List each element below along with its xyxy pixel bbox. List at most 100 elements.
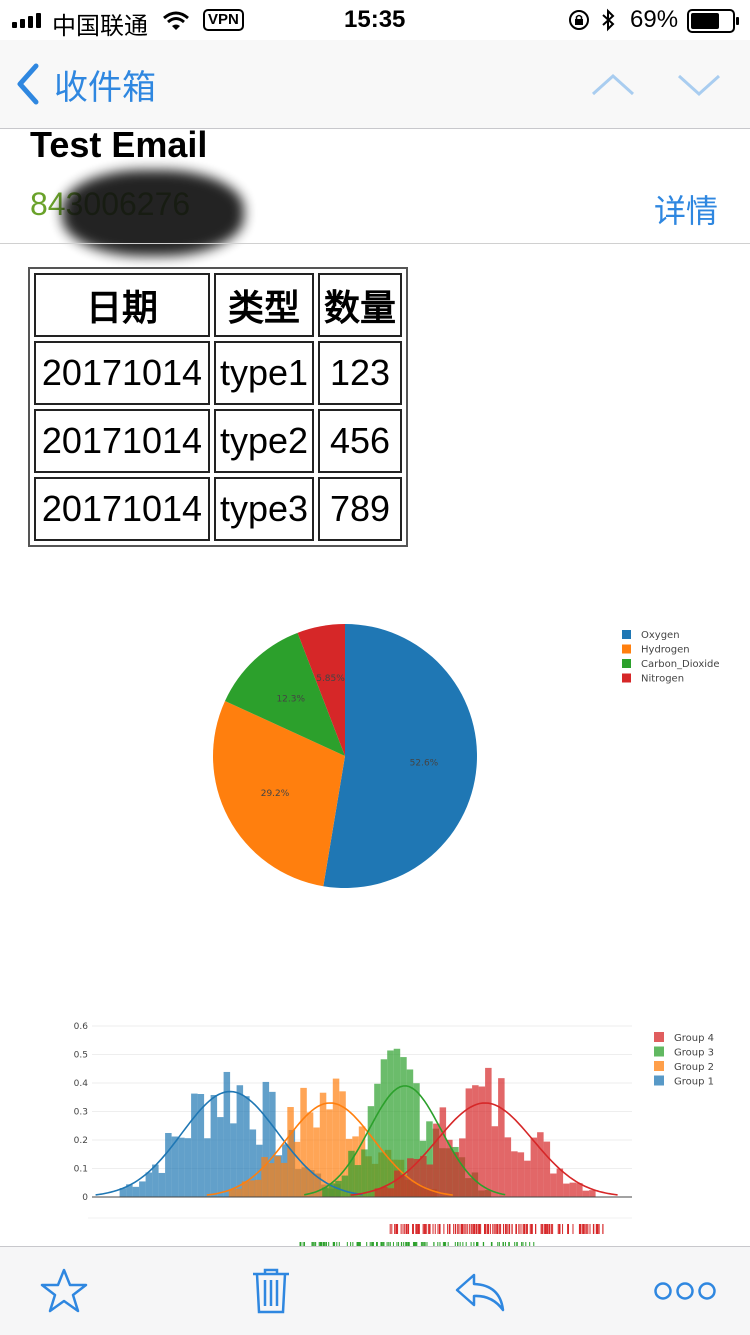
histogram-bar <box>406 1069 414 1197</box>
histogram-bar <box>223 1071 231 1197</box>
battery-percent: 69% <box>630 6 679 33</box>
histogram-bar <box>393 1048 401 1197</box>
table-header-cell: 类型 <box>214 273 314 337</box>
histogram-bar <box>426 1121 433 1197</box>
legend-swatch <box>654 1075 664 1086</box>
status-bar: 中国联通 VPN 15:35 69% <box>0 0 750 40</box>
histogram-bar <box>465 1088 473 1197</box>
legend-label: Group 1 <box>674 1077 714 1088</box>
histogram-bar <box>341 1175 349 1197</box>
histogram-bar <box>300 1087 307 1197</box>
table-cell: 20171014 <box>34 409 210 473</box>
histogram-bar <box>326 1109 333 1197</box>
histogram-bar <box>171 1136 179 1197</box>
histogram-bar <box>550 1173 557 1197</box>
histogram-bar <box>267 1163 275 1197</box>
histogram-bar <box>241 1181 249 1197</box>
histogram-bar <box>420 1155 427 1197</box>
histogram-bar <box>485 1067 492 1197</box>
histogram-bar <box>491 1126 499 1197</box>
histogram-bar <box>332 1078 340 1197</box>
bluetooth-icon <box>602 8 615 32</box>
histogram-bar <box>306 1112 314 1197</box>
trash-icon[interactable] <box>250 1267 292 1315</box>
pie-chart: 52.6% 29.2% 12.3% 5.85% Oxygen Hydrogen Carbo… <box>212 624 720 888</box>
histogram-bar <box>504 1137 512 1197</box>
email-subject: Test Email <box>30 124 208 165</box>
legend-swatch <box>622 659 631 668</box>
histogram-bar <box>374 1083 381 1197</box>
legend-label: Carbon_Dioxide <box>641 659 720 670</box>
table-cell: type1 <box>214 341 314 405</box>
y-tick-label: 0.2 <box>74 1136 88 1146</box>
star-icon[interactable] <box>40 1267 88 1315</box>
next-message-icon[interactable] <box>676 72 722 98</box>
histogram-bar <box>210 1094 218 1197</box>
more-icon[interactable] <box>654 1281 716 1301</box>
histogram-bar <box>249 1129 257 1197</box>
histogram-bar <box>472 1085 479 1197</box>
histogram-bar <box>322 1187 329 1197</box>
legend-label: Group 3 <box>674 1048 714 1059</box>
table-row: 20171014 type1 123 <box>34 341 402 405</box>
chevron-left-icon <box>17 63 39 105</box>
table-cell: 789 <box>318 477 402 541</box>
histogram-bar <box>262 1081 270 1197</box>
histogram-bar <box>254 1179 262 1197</box>
rotation-lock-icon <box>569 10 589 30</box>
histogram-bar <box>361 1149 368 1197</box>
signal-icon <box>12 12 48 28</box>
histogram-bar <box>228 1189 236 1197</box>
table-header-row: 日期 类型 数量 <box>34 273 402 337</box>
y-tick-label: 0.6 <box>74 1022 89 1032</box>
histogram-bar <box>381 1186 388 1197</box>
histogram-bar <box>132 1186 140 1197</box>
legend-swatch <box>622 644 631 654</box>
histogram-bar <box>197 1093 205 1197</box>
histogram-bar <box>530 1137 538 1197</box>
table-cell: 123 <box>318 341 402 405</box>
histogram-bar <box>537 1132 544 1197</box>
histogram-bar <box>569 1182 577 1197</box>
reply-icon[interactable] <box>454 1271 506 1313</box>
histogram-bar <box>556 1168 564 1197</box>
legend-label: Group 2 <box>674 1062 714 1073</box>
legend-swatch <box>622 630 631 639</box>
histogram-bar <box>582 1190 590 1197</box>
histogram-bar <box>280 1162 288 1197</box>
battery-icon <box>687 9 739 33</box>
histogram-bar <box>367 1106 375 1197</box>
pie-slice-label: 12.3% <box>276 694 305 704</box>
redaction-blur <box>62 170 244 256</box>
pie-slice <box>225 632 345 756</box>
histogram-chart: 0 0.1 0.2 0.3 0.4 0.5 0.6 Group 4 Group 3 Group … <box>74 1022 714 1246</box>
histogram-bar <box>243 1096 250 1197</box>
legend-label: Group 4 <box>674 1033 714 1044</box>
histogram-bar <box>459 1138 466 1197</box>
legend-swatch <box>622 673 631 683</box>
histogram-bar <box>348 1150 355 1197</box>
header-divider <box>0 243 750 244</box>
y-tick-label: 0.5 <box>74 1051 88 1061</box>
pie-slice-label: 5.85% <box>316 674 345 684</box>
y-tick-label: 0.1 <box>74 1165 88 1175</box>
table-row: 20171014 type3 789 <box>34 477 402 541</box>
back-button[interactable]: 收件箱 <box>14 62 156 107</box>
histogram-bar <box>235 1188 242 1197</box>
histogram-bar <box>178 1137 185 1197</box>
legend-swatch <box>654 1032 664 1042</box>
pie-slice <box>297 624 345 756</box>
histogram-bar <box>426 1164 434 1197</box>
histogram-bar <box>204 1138 211 1197</box>
histogram-bar <box>158 1172 166 1197</box>
histogram-bar <box>339 1091 346 1197</box>
histogram-bar <box>380 1059 388 1197</box>
previous-message-icon[interactable] <box>590 72 636 98</box>
wifi-icon <box>163 11 189 30</box>
histogram-bar <box>293 1141 301 1197</box>
back-label: 收件箱 <box>54 68 156 107</box>
table-header-cell: 日期 <box>34 273 210 337</box>
histogram-bar <box>269 1091 276 1197</box>
histogram-bar <box>354 1165 362 1197</box>
details-link[interactable]: 详情 <box>653 193 718 229</box>
